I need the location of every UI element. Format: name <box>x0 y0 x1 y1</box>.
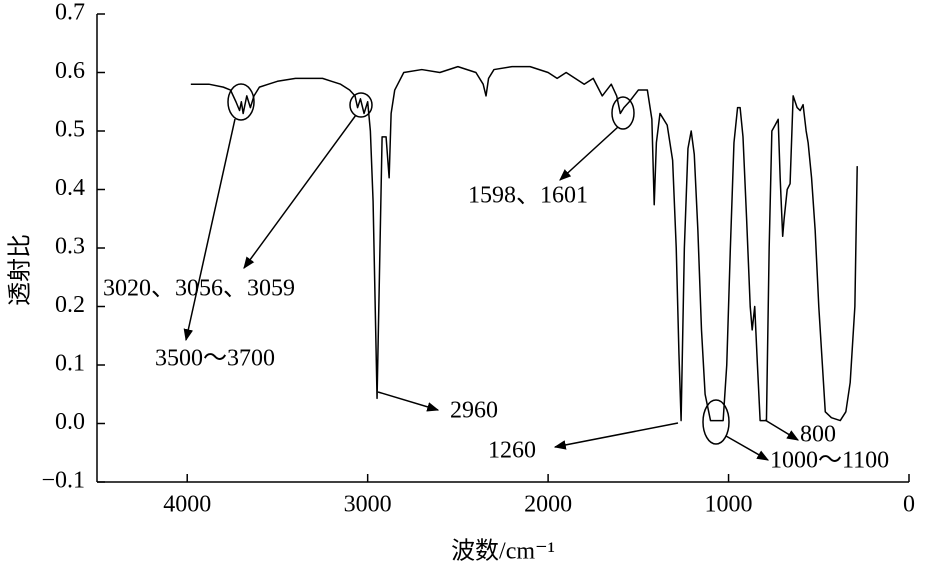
callout-ellipse <box>611 96 635 130</box>
x-tick-label: 2000 <box>524 492 572 518</box>
callout-ellipse <box>227 83 255 121</box>
callout-arrow <box>725 435 770 461</box>
x-tick-label: 0 <box>903 492 915 518</box>
y-tick-label: 0.7 <box>55 0 85 26</box>
y-tick-label: −0.1 <box>41 468 85 494</box>
x-tick-label: 3000 <box>344 492 392 518</box>
callout-arrow <box>183 118 236 342</box>
x-tick-label: 4000 <box>163 492 211 518</box>
x-axis-label: 波数/cm⁻¹ <box>451 538 555 565</box>
callout-ellipse <box>702 399 730 445</box>
annotation: 3500～3700 <box>155 346 275 372</box>
y-tick-label: 0.4 <box>55 175 85 201</box>
x-tick-label: 1000 <box>705 492 753 518</box>
annotation: 3020、3056、3059 <box>103 276 295 302</box>
y-tick-label: 0.6 <box>55 58 85 84</box>
annotation: 2960 <box>450 398 498 424</box>
callout-arrow <box>764 419 800 441</box>
callout-arrow <box>243 114 357 269</box>
callout-arrow <box>553 422 679 450</box>
y-tick-label: 0.2 <box>55 292 85 318</box>
y-tick-label: 0.3 <box>55 234 85 260</box>
y-axis-label: 透射比 <box>7 234 34 306</box>
annotation: 1598、1601 <box>468 183 588 209</box>
callouts <box>227 83 730 445</box>
y-tick-label: 0.1 <box>55 351 85 377</box>
annotation: 1000～1100 <box>770 448 889 474</box>
callout-ellipse <box>349 92 373 118</box>
annotation: 800 <box>800 422 836 448</box>
y-tick-label: 0.0 <box>55 409 85 435</box>
y-tick-label: 0.5 <box>55 117 85 143</box>
annotation: 1260 <box>488 438 536 464</box>
callout-arrow <box>559 126 619 181</box>
spectrum-line <box>190 65 858 422</box>
callout-arrow <box>377 391 440 412</box>
